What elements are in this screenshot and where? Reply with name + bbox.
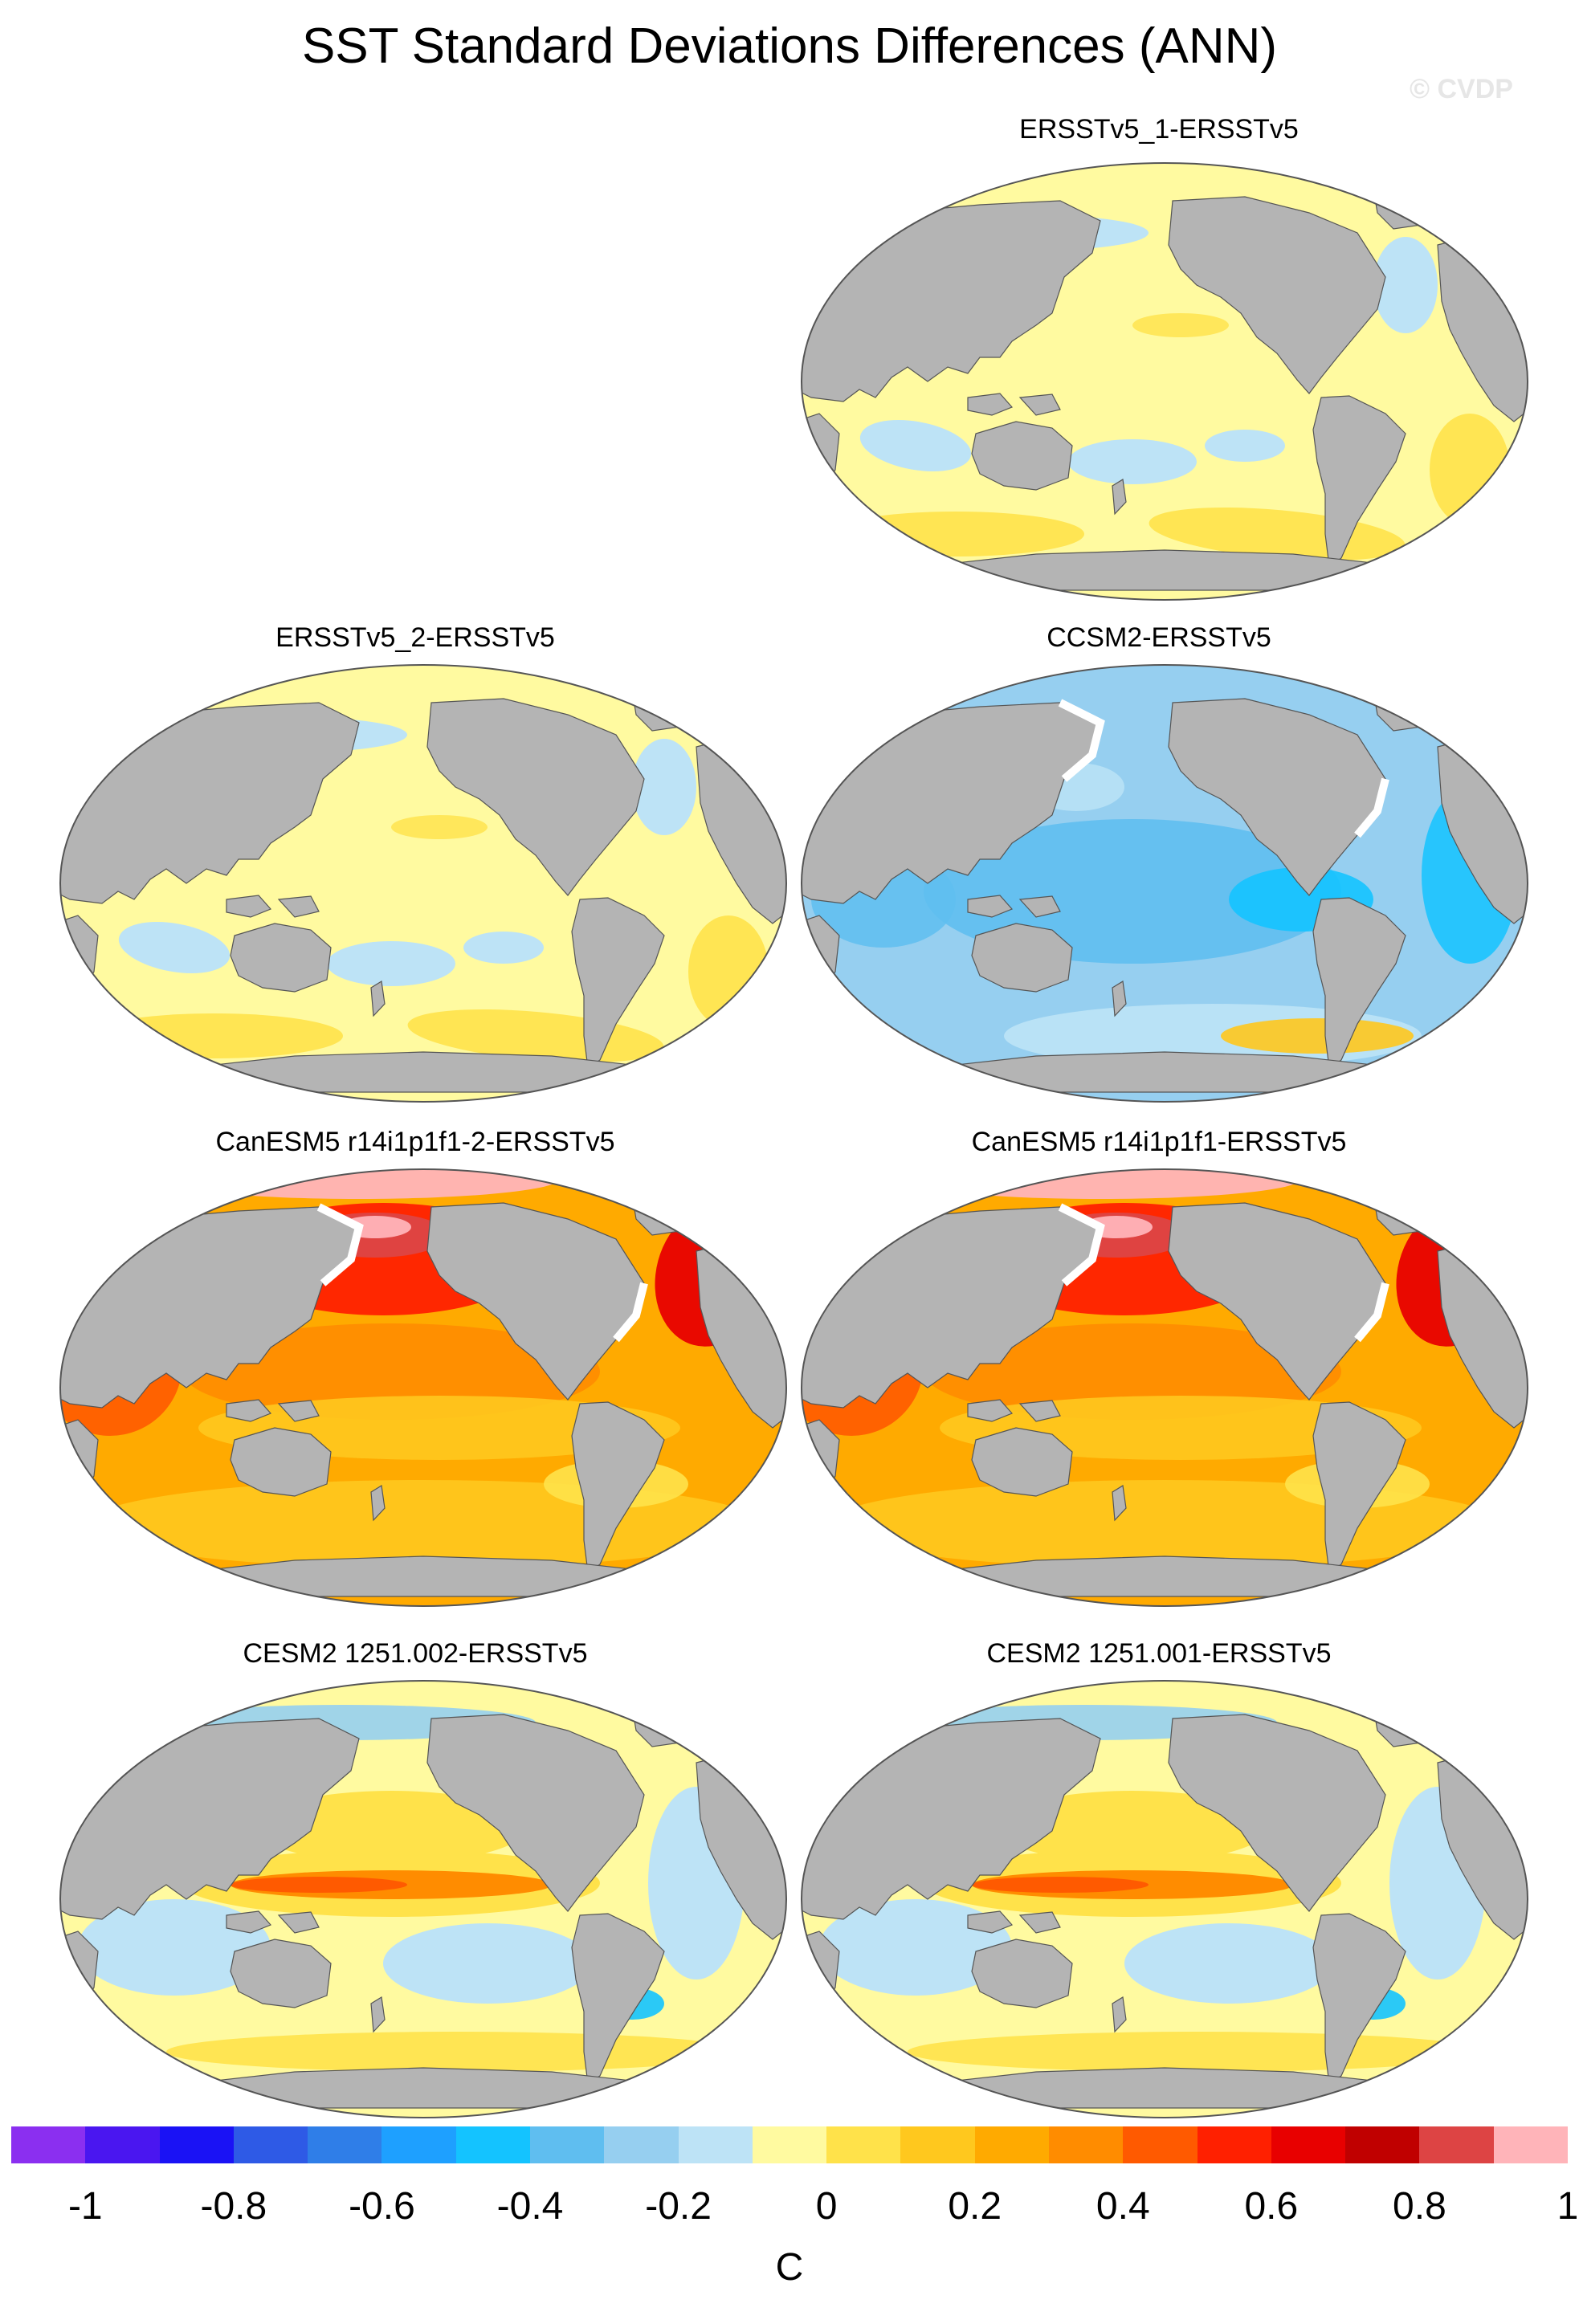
colorbar-tick-label: 0.8 <box>1393 2185 1446 2228</box>
colorbar-swatch <box>233 2126 308 2163</box>
colorbar-tick-label: -0.2 <box>645 2185 712 2228</box>
colorbar-tick-label: -0.4 <box>496 2185 564 2228</box>
colorbar-swatch <box>308 2126 382 2163</box>
colorbar-tick-label: 1 <box>1557 2185 1579 2228</box>
panel-title-cesm2-001: CESM2 1251.001-ERSSTv5 <box>986 1638 1332 1669</box>
colorbar-tick-label: 0.2 <box>948 2185 1002 2228</box>
colorbar-swatch <box>1123 2126 1198 2163</box>
colorbar-swatch <box>826 2126 901 2163</box>
colorbar-tick-label: 0.4 <box>1096 2185 1150 2228</box>
colorbar-swatch <box>1048 2126 1124 2163</box>
map-panel-cesm2-001 <box>801 1680 1528 2118</box>
colorbar-tick-label: 0.6 <box>1244 2185 1299 2228</box>
colorbar-tick-label: -0.8 <box>200 2185 267 2228</box>
colorbar-swatch <box>604 2126 679 2163</box>
colorbar-swatch <box>974 2126 1049 2163</box>
colorbar-swatch <box>752 2126 827 2163</box>
colorbar-tick-label: -1 <box>67 2185 103 2228</box>
map-panel-canesm5 <box>801 1168 1528 1607</box>
panel-title-cesm2-002: CESM2 1251.002-ERSSTv5 <box>243 1638 588 1669</box>
colorbar-swatch <box>85 2126 160 2163</box>
colorbar-swatch <box>1493 2126 1568 2163</box>
colorbar-swatch <box>1345 2126 1420 2163</box>
colorbar-swatch <box>678 2126 753 2163</box>
colorbar-swatch <box>1197 2126 1271 2163</box>
map-panel-ccsm2 <box>801 664 1528 1103</box>
map-panel-ersstv5-2 <box>59 664 787 1103</box>
cvdp-watermark: © CVDP <box>1410 74 1513 104</box>
colorbar <box>11 2126 1568 2163</box>
map-panel-ersstv5-1 <box>801 162 1528 601</box>
colorbar-swatch <box>381 2126 456 2163</box>
panel-title-canesm5-2: CanESM5 r14i1p1f1-2-ERSSTv5 <box>215 1127 615 1157</box>
map-panel-cesm2-002 <box>59 1680 787 2118</box>
colorbar-swatch <box>1419 2126 1494 2163</box>
panel-title-canesm5: CanESM5 r14i1p1f1-ERSSTv5 <box>971 1127 1347 1157</box>
colorbar-swatch <box>11 2126 86 2163</box>
colorbar-tick-label: -0.6 <box>349 2185 415 2228</box>
map-panel-canesm5-2 <box>59 1168 787 1607</box>
figure-title: SST Standard Deviations Differences (ANN… <box>301 18 1278 74</box>
panel-title-ccsm2: CCSM2-ERSSTv5 <box>1047 622 1271 653</box>
panel-title-ersstv5-1: ERSSTv5_1-ERSSTv5 <box>1019 114 1299 145</box>
colorbar-tick-label: 0 <box>815 2185 838 2228</box>
colorbar-swatch <box>455 2126 530 2163</box>
colorbar-swatch <box>159 2126 234 2163</box>
panel-title-ersstv5-2: ERSSTv5_2-ERSSTv5 <box>275 622 555 653</box>
colorbar-swatch <box>1271 2126 1346 2163</box>
colorbar-swatch <box>529 2126 605 2163</box>
colorbar-units: C <box>775 2246 804 2289</box>
colorbar-swatch <box>900 2126 975 2163</box>
